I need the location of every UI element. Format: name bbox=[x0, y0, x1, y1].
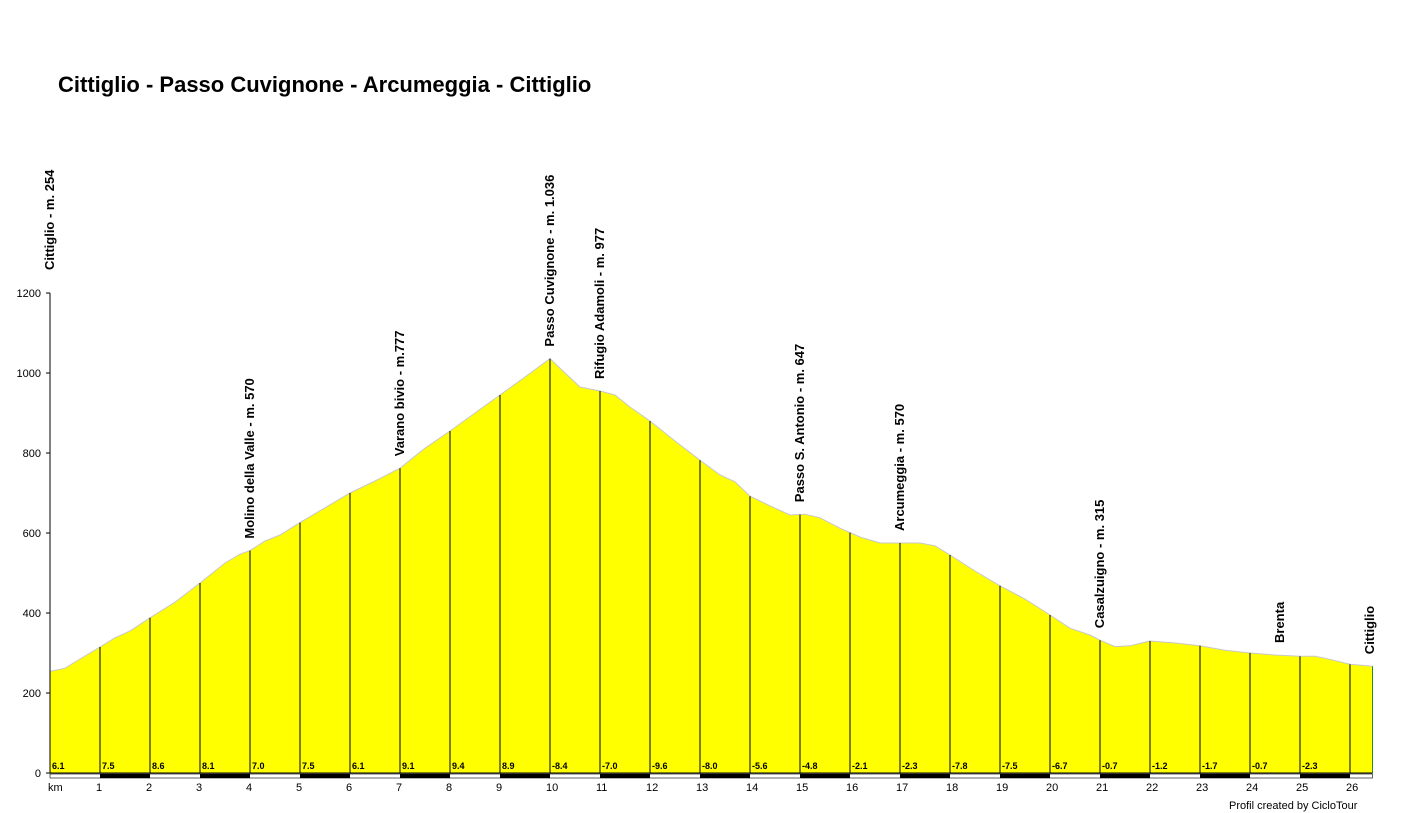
x-tick-label: 23 bbox=[1196, 782, 1208, 794]
x-tick-label: 9 bbox=[496, 782, 502, 794]
km-bar-segment bbox=[1000, 774, 1050, 778]
gradient-label: -4.8 bbox=[802, 761, 818, 771]
gradient-label: -2.3 bbox=[1302, 761, 1318, 771]
x-axis-label: km bbox=[48, 782, 63, 794]
gradient-label: -5.6 bbox=[752, 761, 768, 771]
km-bar-segment bbox=[700, 774, 750, 778]
gradient-label: -7.8 bbox=[952, 761, 968, 771]
elevation-outline bbox=[49, 357, 1373, 672]
km-bar-segment bbox=[900, 774, 950, 778]
km-bar-segment bbox=[400, 774, 450, 778]
km-bar-segment bbox=[500, 774, 550, 778]
gradient-label: -1.2 bbox=[1152, 761, 1168, 771]
x-tick-label: 10 bbox=[546, 782, 558, 794]
gradient-label: 7.5 bbox=[302, 761, 315, 771]
km-bar-segment bbox=[1200, 774, 1250, 778]
gradient-label: -8.0 bbox=[702, 761, 718, 771]
y-tick-label: 800 bbox=[23, 448, 41, 460]
y-tick-label: 400 bbox=[23, 608, 41, 620]
x-tick-label: 16 bbox=[846, 782, 858, 794]
waypoint-label: Varano bivio - m.777 bbox=[392, 330, 407, 456]
y-tick-label: 200 bbox=[23, 688, 41, 700]
gradient-label: 8.1 bbox=[202, 761, 215, 771]
km-bar-segment bbox=[1300, 774, 1350, 778]
gradient-label: -2.3 bbox=[902, 761, 918, 771]
x-tick-label: 5 bbox=[296, 782, 302, 794]
x-tick-label: 26 bbox=[1346, 782, 1358, 794]
x-tick-label: 20 bbox=[1046, 782, 1058, 794]
x-tick-label: 22 bbox=[1146, 782, 1158, 794]
gradient-label: 8.6 bbox=[152, 761, 165, 771]
gradient-label: 7.0 bbox=[252, 761, 265, 771]
waypoint-label: Passo Cuvignone - m. 1.036 bbox=[542, 175, 557, 347]
y-tick-label: 600 bbox=[23, 528, 41, 540]
gradient-label: 6.1 bbox=[52, 761, 65, 771]
waypoint-label: Casalzuigno - m. 315 bbox=[1092, 500, 1107, 629]
gradient-label: -0.7 bbox=[1102, 761, 1118, 771]
km-bar-segment bbox=[100, 774, 150, 778]
gradient-label: -2.1 bbox=[852, 761, 868, 771]
gradient-label: 9.4 bbox=[452, 761, 465, 771]
x-tick-label: 14 bbox=[746, 782, 758, 794]
gradient-label: -7.5 bbox=[1002, 761, 1018, 771]
waypoint-label: Brenta bbox=[1272, 601, 1287, 643]
elevation-area bbox=[50, 358, 1373, 773]
waypoint-label: Molino della Valle - m. 570 bbox=[242, 378, 257, 538]
gradient-label: 8.9 bbox=[502, 761, 515, 771]
y-tick-label: 1000 bbox=[17, 368, 41, 380]
gradient-label: -0.7 bbox=[1252, 761, 1268, 771]
km-bar-segment bbox=[300, 774, 350, 778]
km-bar-segment bbox=[1100, 774, 1150, 778]
gradient-label: 9.1 bbox=[402, 761, 415, 771]
gradient-label: -6.7 bbox=[1052, 761, 1068, 771]
waypoint-label: Cittiglio bbox=[1362, 606, 1377, 654]
x-tick-label: 18 bbox=[946, 782, 958, 794]
x-tick-label: 12 bbox=[646, 782, 658, 794]
x-tick-label: 21 bbox=[1096, 782, 1108, 794]
x-tick-label: 3 bbox=[196, 782, 202, 794]
gradient-label: 7.5 bbox=[102, 761, 115, 771]
x-tick-label: 8 bbox=[446, 782, 452, 794]
credit-text: Profil created by CicloTour bbox=[1229, 800, 1358, 812]
gradient-label: -9.6 bbox=[652, 761, 668, 771]
gradient-label: -7.0 bbox=[602, 761, 618, 771]
km-bar-segment bbox=[800, 774, 850, 778]
x-tick-label: 25 bbox=[1296, 782, 1308, 794]
x-tick-label: 17 bbox=[896, 782, 908, 794]
y-tick-label: 1200 bbox=[17, 288, 41, 300]
km-bar-segment bbox=[200, 774, 250, 778]
x-tick-label: 6 bbox=[346, 782, 352, 794]
x-tick-label: 11 bbox=[596, 782, 607, 794]
chart-title: Cittiglio - Passo Cuvignone - Arcumeggia… bbox=[58, 72, 592, 97]
x-tick-label: 13 bbox=[696, 782, 708, 794]
y-tick-label: 0 bbox=[35, 768, 41, 780]
waypoint-label: Rifugio Adamoli - m. 977 bbox=[592, 228, 607, 379]
gradient-label: 6.1 bbox=[352, 761, 365, 771]
gradient-label: -8.4 bbox=[552, 761, 568, 771]
waypoint-label: Passo S. Antonio - m. 647 bbox=[792, 344, 807, 502]
gradient-label: -1.7 bbox=[1202, 761, 1218, 771]
x-tick-label: 1 bbox=[96, 782, 102, 794]
x-tick-label: 7 bbox=[396, 782, 402, 794]
x-tick-label: 2 bbox=[146, 782, 152, 794]
x-tick-label: 24 bbox=[1246, 782, 1258, 794]
km-bar-segment bbox=[600, 774, 650, 778]
x-tick-label: 4 bbox=[246, 782, 252, 794]
x-tick-label: 15 bbox=[796, 782, 808, 794]
x-tick-label: 19 bbox=[996, 782, 1008, 794]
waypoint-label: Arcumeggia - m. 570 bbox=[892, 404, 907, 531]
waypoint-label: Cittiglio - m. 254 bbox=[42, 169, 57, 270]
